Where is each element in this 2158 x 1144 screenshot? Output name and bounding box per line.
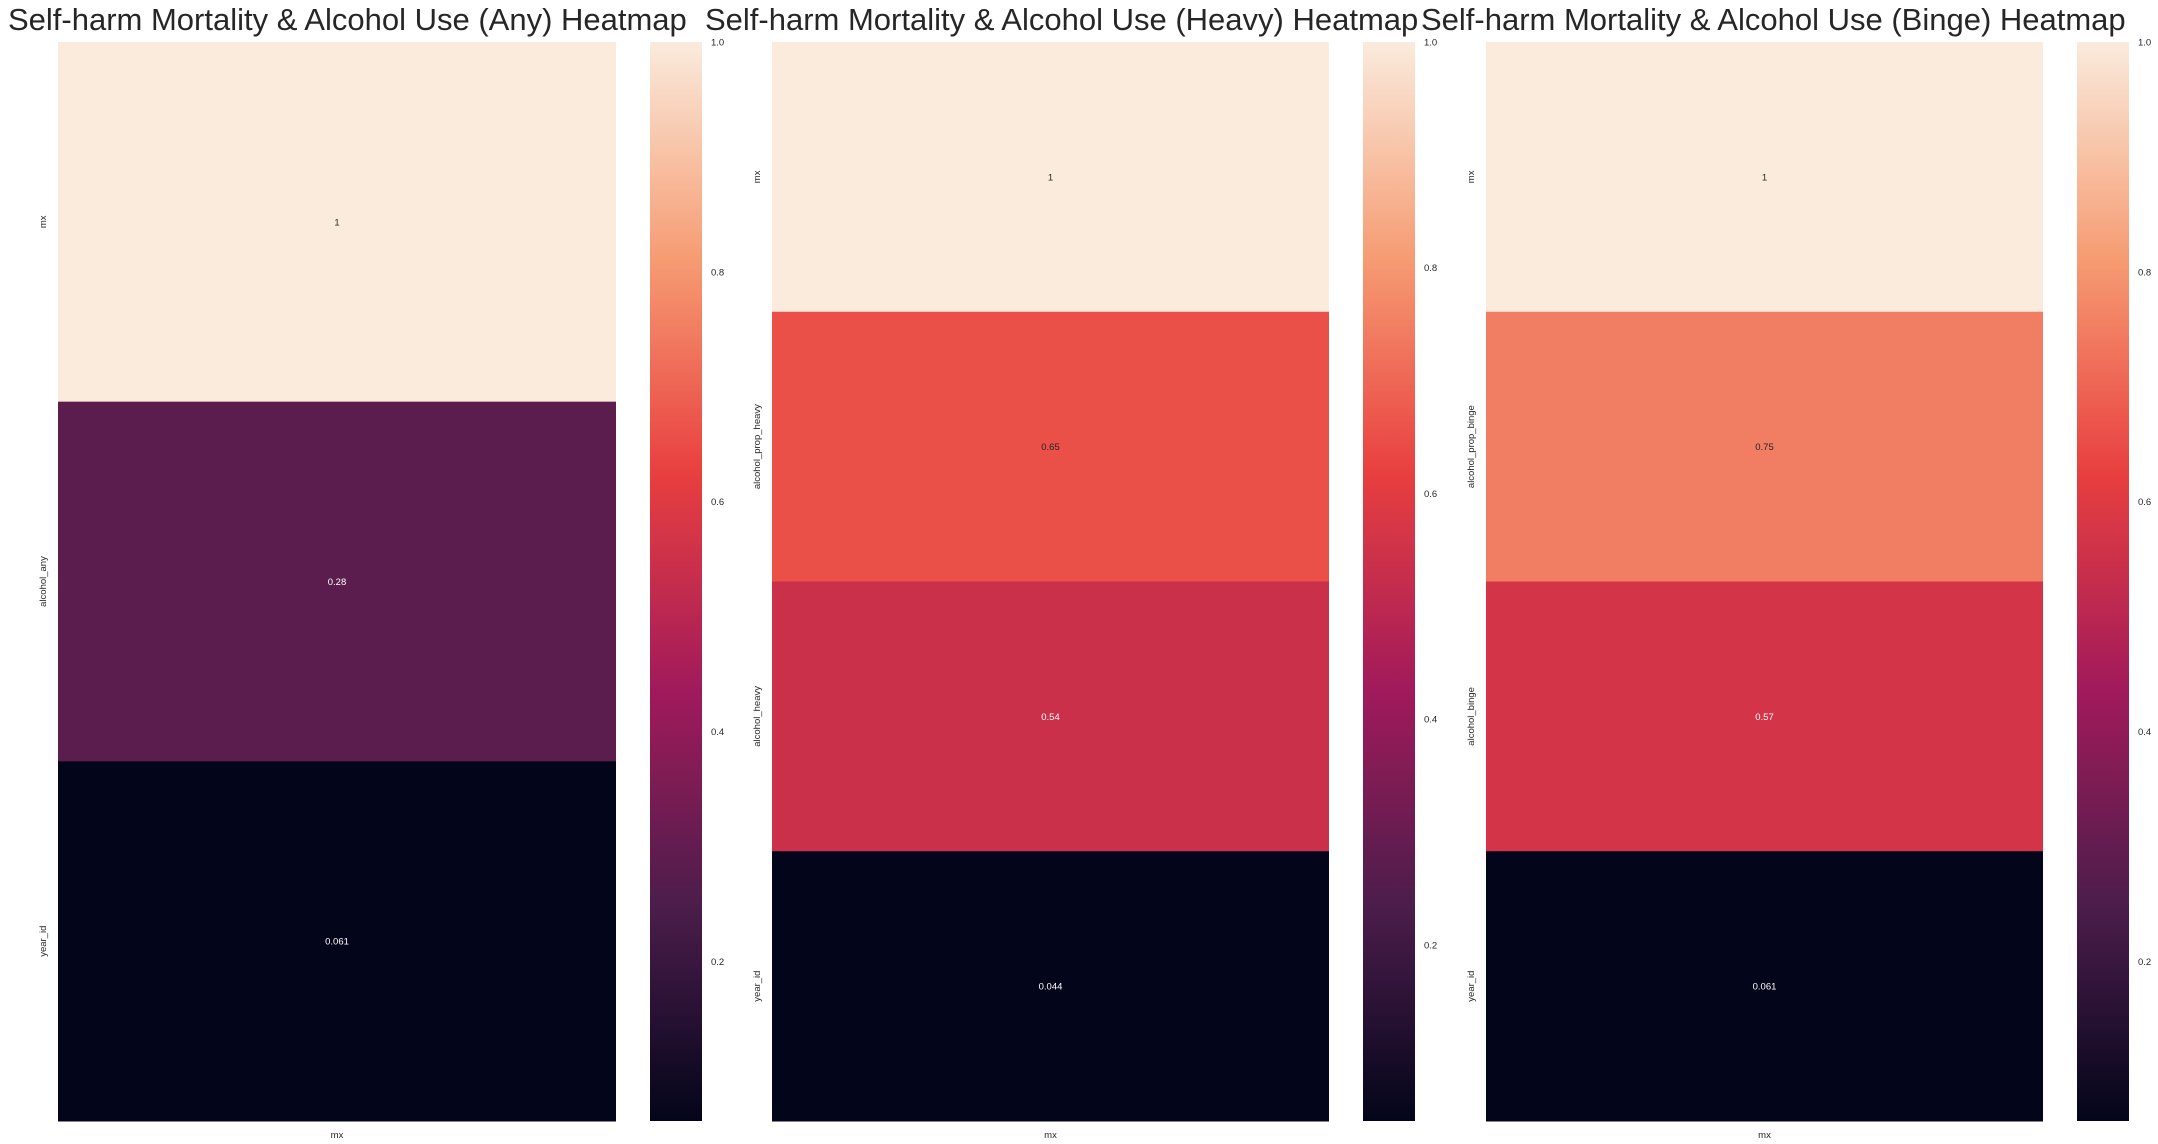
heatmap-cell bbox=[772, 311, 1329, 582]
cell-annotation: 0.75 bbox=[1755, 442, 1774, 453]
y-tick-label: alcohol_prop_binge bbox=[1466, 405, 1477, 488]
y-tick-label: mx bbox=[752, 170, 763, 183]
cell-annotation: 0.044 bbox=[1039, 982, 1063, 993]
cell-annotation: 1 bbox=[334, 217, 339, 228]
colorbar-tick-label: 0.8 bbox=[711, 267, 724, 278]
heatmap-cell bbox=[58, 401, 616, 762]
x-tick-label: mx bbox=[1758, 1130, 1771, 1141]
y-tick-label: alcohol_any bbox=[38, 556, 49, 607]
x-tick-label: mx bbox=[1044, 1130, 1057, 1141]
colorbar-tick-label: 1.0 bbox=[711, 38, 724, 49]
chart-title: Self-harm Mortality & Alcohol Use (Binge… bbox=[1421, 2, 2126, 37]
y-tick-label: alcohol_heavy bbox=[752, 686, 763, 747]
heatmap-cell bbox=[1486, 311, 2043, 582]
cell-annotation: 0.28 bbox=[328, 577, 347, 588]
cell-annotation: 1 bbox=[1048, 172, 1053, 183]
heatmap-panel-1: Self-harm Mortality & Alcohol Use (Any) … bbox=[8, 2, 724, 1141]
colorbar-tick-label: 0.2 bbox=[711, 957, 724, 968]
y-tick-label: alcohol_prop_heavy bbox=[752, 404, 763, 489]
heatmap-panel-2: Self-harm Mortality & Alcohol Use (Heavy… bbox=[705, 2, 1437, 1141]
colorbar bbox=[2077, 42, 2129, 1121]
x-tick-label: mx bbox=[331, 1130, 344, 1141]
colorbar-tick-label: 1.0 bbox=[1424, 38, 1437, 49]
colorbar-tick-label: 0.4 bbox=[711, 727, 724, 738]
colorbar bbox=[650, 42, 702, 1121]
colorbar-tick-label: 0.8 bbox=[2138, 267, 2151, 278]
chart-title: Self-harm Mortality & Alcohol Use (Heavy… bbox=[705, 2, 1418, 37]
colorbar bbox=[1363, 42, 1415, 1121]
heatmap-cell bbox=[772, 581, 1329, 852]
cell-annotation: 0.65 bbox=[1041, 442, 1060, 453]
colorbar-tick-label: 0.2 bbox=[2138, 957, 2151, 968]
chart-title: Self-harm Mortality & Alcohol Use (Any) … bbox=[8, 2, 687, 37]
colorbar-tick-label: 0.6 bbox=[711, 497, 724, 508]
cell-annotation: 1 bbox=[1762, 172, 1767, 183]
colorbar-tick-label: 0.8 bbox=[1424, 263, 1437, 274]
heatmap-cell bbox=[58, 42, 616, 403]
heatmap-cell bbox=[1486, 581, 2043, 852]
heatmap-cell bbox=[772, 851, 1329, 1122]
heatmap-panel-3: Self-harm Mortality & Alcohol Use (Binge… bbox=[1421, 2, 2151, 1141]
cell-annotation: 0.061 bbox=[325, 937, 349, 948]
y-tick-label: alcohol_binge bbox=[1466, 687, 1477, 746]
cell-annotation: 0.061 bbox=[1753, 982, 1777, 993]
colorbar-tick-label: 0.4 bbox=[1424, 715, 1437, 726]
colorbar-tick-label: 0.6 bbox=[2138, 497, 2151, 508]
y-tick-label: year_id bbox=[752, 971, 763, 1002]
colorbar-tick-label: 0.6 bbox=[1424, 489, 1437, 500]
colorbar-tick-label: 0.4 bbox=[2138, 727, 2151, 738]
y-tick-label: mx bbox=[1466, 170, 1477, 183]
y-tick-label: year_id bbox=[38, 926, 49, 957]
colorbar-tick-label: 1.0 bbox=[2138, 38, 2151, 49]
heatmap-cell bbox=[772, 42, 1329, 313]
y-tick-label: year_id bbox=[1466, 971, 1477, 1002]
y-tick-label: mx bbox=[38, 215, 49, 228]
cell-annotation: 0.57 bbox=[1755, 712, 1774, 723]
colorbar-tick-label: 0.2 bbox=[1424, 940, 1437, 951]
heatmap-cell bbox=[1486, 42, 2043, 313]
cell-annotation: 0.54 bbox=[1041, 712, 1060, 723]
heatmap-cell bbox=[1486, 851, 2043, 1122]
heatmap-cell bbox=[58, 761, 616, 1122]
